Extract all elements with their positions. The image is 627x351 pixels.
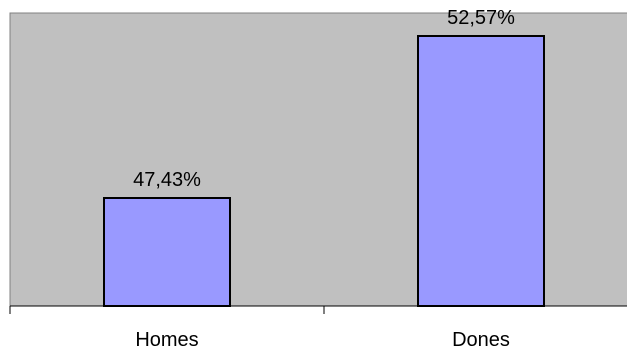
x-tick-label-dones: Dones (452, 329, 510, 351)
data-label-homes: 47,43% (133, 169, 201, 191)
bar-dones (418, 36, 544, 306)
x-tick-label-homes: Homes (135, 329, 198, 351)
data-label-dones: 52,57% (447, 7, 515, 29)
x-axis-ticks (10, 306, 324, 314)
bar-homes (104, 198, 230, 306)
